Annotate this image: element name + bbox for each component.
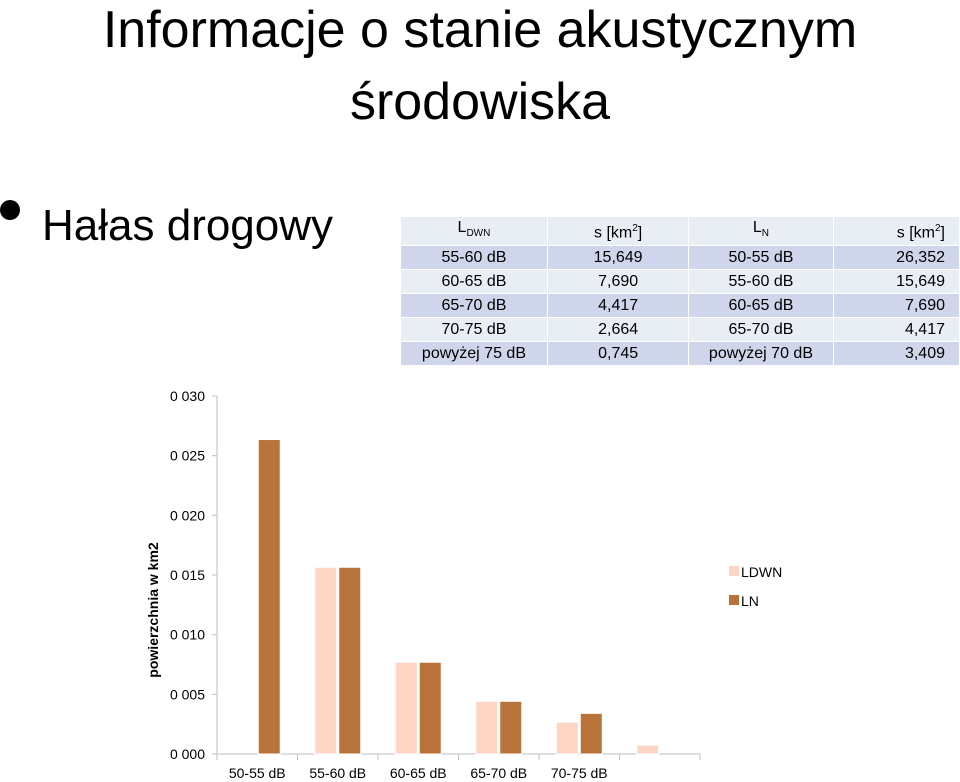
legend-label-ln: LN [741,593,759,609]
x-tick-label: 50-55 dB [229,765,286,781]
bar-ln [257,439,281,755]
table-cell: 4,417 [833,317,960,343]
table-cell: powyżej 75 dB [401,341,548,367]
y-tick-label: 0 010 [170,627,205,643]
bar-ldwn [314,566,338,755]
slide-title-line2: środowiska [349,73,611,131]
legend-label-ldwn: LDWN [741,564,782,580]
bar-ldwn [555,721,579,755]
table-row: powyżej 75 dB 0,745 powyżej 70 dB 3,409 [401,341,960,367]
noise-table: LDWN s [km2] LN s [km2] 55-60 dB 15,649 … [401,217,960,367]
header-s-ln: s [km2] [833,217,960,247]
bar-ln [579,712,603,755]
x-tick-label: 55-60 dB [309,765,366,781]
table-cell: 26,352 [833,245,960,271]
legend-swatch-ldwn [729,566,739,576]
table-cell: 65-70 dB [688,317,834,343]
table-cell: 15,649 [547,245,690,271]
legend-swatch-ln [729,595,739,605]
header-ldwn: LDWN [401,217,548,247]
y-tick-label: 0 015 [170,567,205,583]
table-cell: 50-55 dB [688,245,834,271]
table-cell: 60-65 dB [688,293,834,319]
table-cell: 55-60 dB [401,245,548,271]
table-cell: 70-75 dB [401,317,548,343]
bullet-dot-icon [0,200,20,220]
table-cell: 15,649 [833,269,960,295]
table-cell: 60-65 dB [401,269,548,295]
x-tick-label: 65-70 dB [470,765,527,781]
table-cell: 55-60 dB [688,269,834,295]
y-tick-label: 0 025 [170,448,205,464]
header-s-ldwn: s [km2] [547,217,690,247]
bar-ldwn [475,700,499,755]
bar-ln [338,566,362,755]
header-ln: LN [688,217,834,247]
bar-ln [499,700,523,755]
table-cell: 7,690 [547,269,690,295]
y-tick-label: 0 000 [170,746,205,762]
y-tick-label: 0 005 [170,686,205,702]
table-cell: 2,664 [547,317,690,343]
table-row: 60-65 dB 7,690 55-60 dB 15,649 [401,269,960,295]
x-tick-label: 70-75 dB [551,765,608,781]
bar-ln [418,661,442,755]
x-tick-label: 60-65 dB [390,765,447,781]
table-cell: 7,690 [833,293,960,319]
table-cell: 4,417 [547,293,690,319]
table-row: 70-75 dB 2,664 65-70 dB 4,417 [401,317,960,343]
y-axis-title: powierzchnia w km2 [145,542,161,678]
table-cell: 3,409 [833,341,960,367]
y-tick-label: 0 020 [170,507,205,523]
bar-ldwn [394,661,418,755]
table-cell: powyżej 70 dB [688,341,834,367]
table-cell: 65-70 dB [401,293,548,319]
table-header-row: LDWN s [km2] LN s [km2] [401,217,960,247]
bar-ldwn [636,744,660,755]
table-row: 55-60 dB 15,649 50-55 dB 26,352 [401,245,960,271]
slide-title-line1: Informacje o stanie akustycznym [102,1,858,59]
table-row: 65-70 dB 4,417 60-65 dB 7,690 [401,293,960,319]
table-cell: 0,745 [547,341,690,367]
bar-chart: 0 000 0 005 0 010 0 015 0 020 0 025 0 030 powie… [145,388,782,781]
y-tick-label: 0 030 [170,388,205,404]
bullet-text: Hałas drogowy [42,201,334,250]
